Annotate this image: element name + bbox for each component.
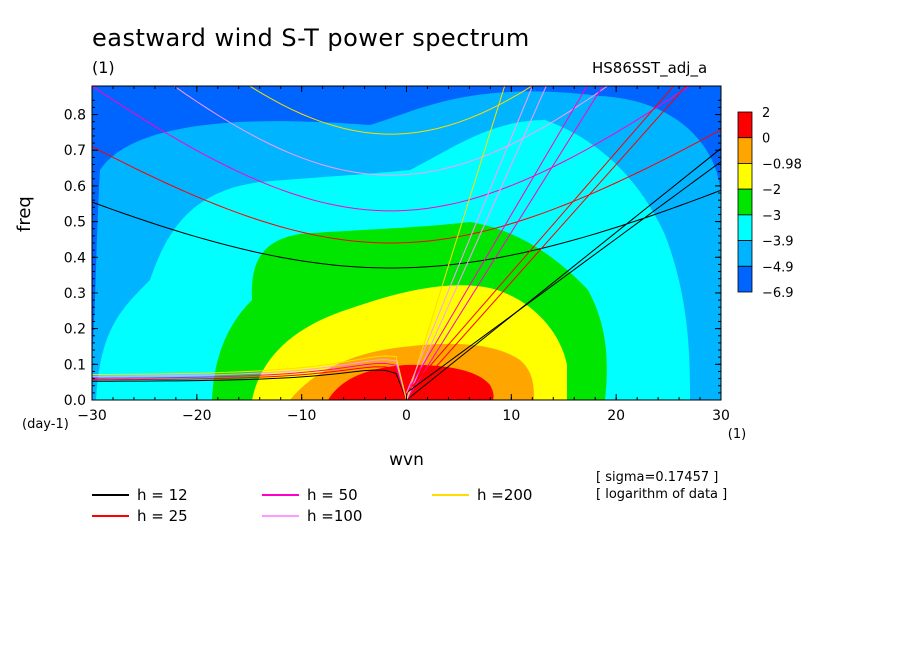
mrg-curve-3 [406, 86, 534, 394]
colorbar-swatch [737, 111, 753, 139]
sigma-note: [ sigma=0.17457 ] [596, 470, 719, 485]
legend: h = 12 h = 25 h = 50 h =100 h =200 [92, 486, 532, 525]
x-tick-label: −30 [77, 408, 107, 424]
legend-label: h =200 [477, 486, 532, 504]
x-axis-label: wvn [389, 450, 424, 470]
y-tick-label: 0.7 [64, 143, 86, 159]
gravity-curve-1 [92, 129, 721, 244]
colorbar-label: 2 [762, 106, 770, 121]
axes: −30 −20 −10 0 10 20 30 0.0 0.1 0.2 0.3 0.4 0.5 0.6 0.7… [22, 85, 746, 470]
legend-label: h =100 [307, 507, 362, 525]
colorbar-swatch [737, 163, 753, 190]
y-tick-label: 0.8 [64, 108, 86, 124]
y-tick-label: 0.5 [64, 215, 86, 231]
colorbar-swatch [737, 188, 753, 216]
kelvin-line-3 [406, 86, 547, 400]
x-tick-label: 30 [712, 408, 730, 424]
legend-label: h = 50 [307, 486, 358, 504]
x-axis-unit: (1) [728, 427, 746, 442]
x-tick-label: 0 [402, 408, 411, 424]
y-tick-label: 0.1 [64, 357, 86, 373]
kelvin-line-1 [406, 86, 687, 400]
rossby-curve-2 [92, 362, 407, 400]
mrg-curve-2 [406, 86, 588, 394]
y-tick-label: 0.3 [64, 286, 86, 302]
gravity-curve-4 [248, 86, 533, 135]
rossby-curve-3 [92, 359, 407, 400]
x-tick-label: −20 [182, 408, 212, 424]
colorbar-label: −3.9 [762, 235, 794, 250]
colorbar-swatch [737, 265, 753, 293]
mrg-curve-0 [406, 161, 721, 394]
y-tick-label: 0.2 [64, 322, 86, 338]
x-tick-label: 20 [607, 408, 625, 424]
colorbar-label: −0.98 [762, 157, 802, 172]
y-tick-label: 0.0 [64, 393, 86, 409]
subtitle-right: HS86SST_adj_a [592, 59, 708, 77]
y-tick-label: 0.6 [64, 179, 86, 195]
colorbar-swatch [737, 137, 753, 164]
subtitle-left: (1) [92, 58, 115, 77]
legend-label: h = 25 [137, 507, 188, 525]
colorbar-label: −4.9 [762, 260, 794, 275]
y-axis-unit: (day-1) [22, 417, 69, 432]
legend-label: h = 12 [137, 486, 188, 504]
rossby-curve-4 [92, 355, 407, 400]
gravity-curve-0 [92, 189, 721, 269]
colorbar-swatch [737, 214, 753, 241]
kelvin-line-4 [406, 86, 506, 400]
log-note: [ logarithm of data ] [596, 487, 728, 502]
colorbar-label: 0 [762, 132, 770, 147]
plot-area [92, 86, 721, 400]
y-tick-label: 0.4 [64, 250, 86, 266]
kelvin-line-0 [406, 148, 721, 400]
x-tick-label: 10 [502, 408, 520, 424]
gravity-curve-2 [92, 86, 691, 212]
x-tick-label: −10 [287, 408, 317, 424]
colorbar-label: −3 [762, 209, 781, 224]
rossby-curve-0 [92, 369, 407, 400]
colorbar-label: −6.9 [762, 286, 794, 301]
chart-title: eastward wind S-T power spectrum [92, 24, 530, 52]
kelvin-line-2 [406, 86, 604, 400]
mrg-curve-1 [406, 86, 675, 394]
gravity-curve-3 [173, 86, 609, 176]
colorbar: 2 0 −0.98 −2 −3 −3.9 −4.9 −6.9 [737, 106, 802, 301]
rossby-curve-1 [92, 366, 407, 400]
colorbar-label: −2 [762, 183, 781, 198]
colorbar-swatch [737, 240, 753, 267]
